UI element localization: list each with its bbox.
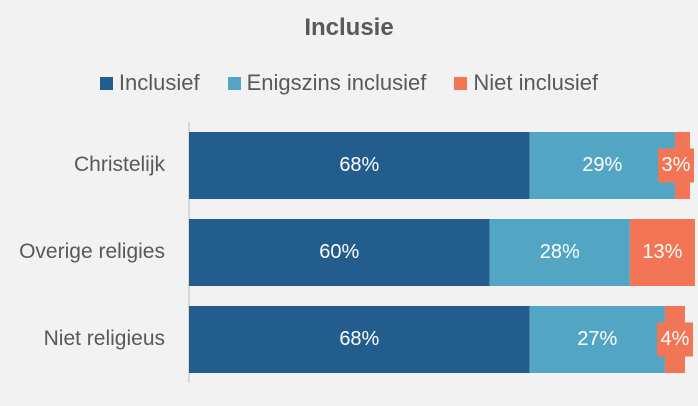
legend-label-enigszins-inclusief: Enigszins inclusief <box>246 70 427 95</box>
legend-swatch-niet-inclusief <box>454 76 468 90</box>
bar-segment <box>189 132 530 199</box>
legend-swatch-enigszins-inclusief <box>227 76 241 90</box>
data-label: 29% <box>582 154 622 176</box>
data-label: 3% <box>662 154 691 176</box>
data-label-background <box>656 322 693 357</box>
data-label: 4% <box>661 328 690 350</box>
data-label: 68% <box>339 328 379 350</box>
bar-segment <box>529 306 665 373</box>
bar-segment <box>489 219 630 286</box>
data-label: 68% <box>339 154 379 176</box>
category-label: Christelijk <box>74 153 166 176</box>
legend-label-inclusief: Inclusief <box>118 70 200 95</box>
data-label: 13% <box>642 241 682 263</box>
bar-segment <box>189 219 490 286</box>
legend-swatch-inclusief <box>99 76 113 90</box>
category-label: Niet religieus <box>44 327 165 350</box>
chart-legend: Inclusief Enigszins inclusief Niet inclu… <box>0 70 698 96</box>
legend-item-inclusief: Inclusief <box>99 70 200 96</box>
data-label-background <box>658 148 694 183</box>
legend-item-enigszins-inclusief: Enigszins inclusief <box>227 70 427 96</box>
bar-segment <box>189 306 530 373</box>
chart-title: Inclusie <box>304 14 394 41</box>
legend-label-niet-inclusief: Niet inclusief <box>473 70 599 95</box>
legend-item-niet-inclusief: Niet inclusief <box>454 70 598 96</box>
data-label: 60% <box>319 241 359 263</box>
data-label: 27% <box>577 328 617 350</box>
bar-segment <box>529 132 675 199</box>
category-label: Overige religies <box>19 240 165 263</box>
data-label: 28% <box>540 241 580 263</box>
bar-segment <box>629 219 696 286</box>
